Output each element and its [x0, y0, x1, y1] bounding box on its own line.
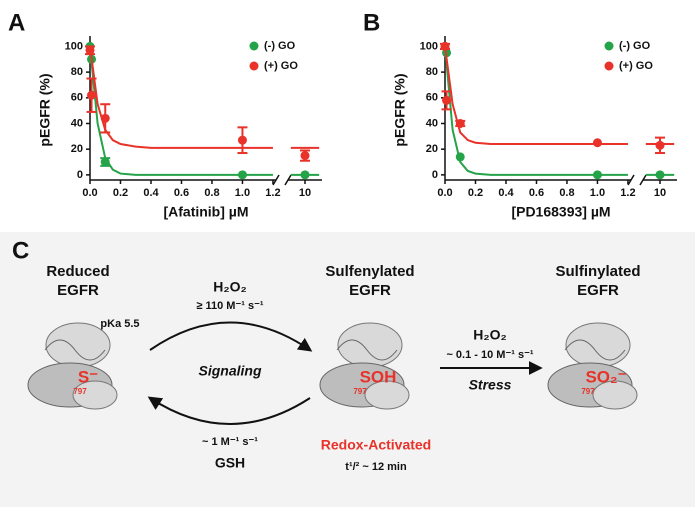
y-tick-label: 80: [426, 66, 438, 78]
y-tick-label: 40: [426, 117, 438, 129]
y-axis-title: pEGFR (%): [392, 73, 408, 146]
data-point: [440, 41, 450, 51]
process-label: Stress: [469, 377, 512, 393]
site: SOH: [360, 367, 397, 386]
data-point: [87, 90, 97, 100]
y-tick-label: 100: [65, 40, 83, 52]
x-tick-label: 0.2: [113, 187, 128, 199]
y-tick-label: 0: [432, 169, 438, 181]
panel-label: C: [12, 237, 29, 264]
process-label: Signaling: [199, 363, 262, 379]
legend-marker: [604, 61, 614, 71]
data-point: [442, 95, 452, 105]
x-axis-title: [Afatinib] µM: [163, 204, 248, 220]
data-point: [100, 113, 110, 123]
panel-label: A: [8, 9, 25, 36]
state-title: Sulfenylated: [325, 263, 414, 280]
site: S⁻: [78, 367, 98, 386]
forward-arrow: [149, 321, 313, 352]
state-title: Sulfinylated: [555, 263, 640, 280]
fit-curve: [89, 46, 273, 149]
half-life: t¹/² ~ 12 min: [345, 461, 407, 473]
state-title: EGFR: [577, 282, 619, 299]
data-point: [455, 152, 465, 162]
x-tick-label: 0.6: [174, 187, 189, 199]
x-tick-label: 0.0: [437, 187, 452, 199]
axis-break: [627, 174, 635, 186]
x-axis-title: [PD168393] µM: [511, 204, 610, 220]
data-point: [85, 45, 95, 55]
x-tick-label: 0.4: [498, 187, 514, 199]
legend-label: (+) GO: [619, 60, 653, 72]
y-tick-label: 60: [426, 92, 438, 104]
panel-label: B: [363, 9, 380, 36]
pka: pKa 5.5: [100, 318, 139, 330]
legend-marker: [249, 41, 259, 51]
residue: 797: [353, 387, 367, 396]
data-point: [300, 151, 310, 161]
site: SO₂⁻: [585, 367, 626, 386]
y-tick-label: 60: [71, 92, 83, 104]
legend-marker: [604, 41, 614, 51]
axis-break: [639, 174, 647, 186]
legend-label: (-) GO: [264, 40, 296, 52]
x-tick-label: 0.0: [82, 187, 97, 199]
axis-break: [272, 174, 280, 186]
y-tick-label: 20: [426, 143, 438, 155]
x-tick-label: 0.2: [468, 187, 483, 199]
data-point: [237, 170, 247, 180]
legend-marker: [249, 61, 259, 71]
data-point: [300, 170, 310, 180]
data-point: [455, 118, 465, 128]
reagent: H₂O₂: [213, 279, 246, 295]
rate: ≥ 110 M⁻¹ s⁻¹: [196, 300, 264, 312]
fit-curve: [89, 46, 273, 176]
x-tick-label: 1.0: [235, 187, 250, 199]
x2-tick-label: 10: [654, 187, 666, 199]
x-tick-label: 0.6: [529, 187, 544, 199]
reagent: GSH: [215, 455, 245, 471]
x-tick-label: 0.4: [143, 187, 159, 199]
state-title: EGFR: [349, 282, 391, 299]
x-tick-label: 1.2: [620, 187, 635, 199]
protein-1: [27, 322, 118, 410]
x-tick-label: 0.8: [204, 187, 219, 199]
data-point: [592, 138, 602, 148]
reverse-arrow: [147, 396, 311, 425]
rate: ~ 0.1 - 10 M⁻¹ s⁻¹: [446, 349, 533, 361]
y-tick-label: 0: [77, 169, 83, 181]
data-point: [655, 140, 665, 150]
fit-curve: [444, 46, 628, 146]
legend-label: (+) GO: [264, 60, 298, 72]
residue: 797: [581, 387, 595, 396]
y-tick-label: 100: [420, 40, 438, 52]
residue: 797: [73, 387, 87, 396]
axis-break: [284, 174, 292, 186]
state-title: EGFR: [57, 282, 99, 299]
data-point: [100, 157, 110, 167]
data-point: [237, 135, 247, 145]
x-tick-label: 1.0: [590, 187, 605, 199]
protein-3: [547, 322, 638, 410]
fit-curve: [444, 46, 628, 176]
x2-tick-label: 10: [299, 187, 311, 199]
y-tick-label: 80: [71, 66, 83, 78]
state-title: Reduced: [46, 263, 109, 280]
activated-label: Redox-Activated: [321, 437, 431, 453]
x-tick-label: 0.8: [559, 187, 574, 199]
x-tick-label: 1.2: [265, 187, 280, 199]
y-tick-label: 20: [71, 143, 83, 155]
data-point: [592, 170, 602, 180]
protein-2: [319, 322, 410, 410]
rate: ~ 1 M⁻¹ s⁻¹: [202, 436, 258, 448]
reagent: H₂O₂: [473, 327, 506, 343]
y-axis-title: pEGFR (%): [37, 73, 53, 146]
legend-label: (-) GO: [619, 40, 651, 52]
data-point: [655, 170, 665, 180]
y-tick-label: 40: [71, 117, 83, 129]
